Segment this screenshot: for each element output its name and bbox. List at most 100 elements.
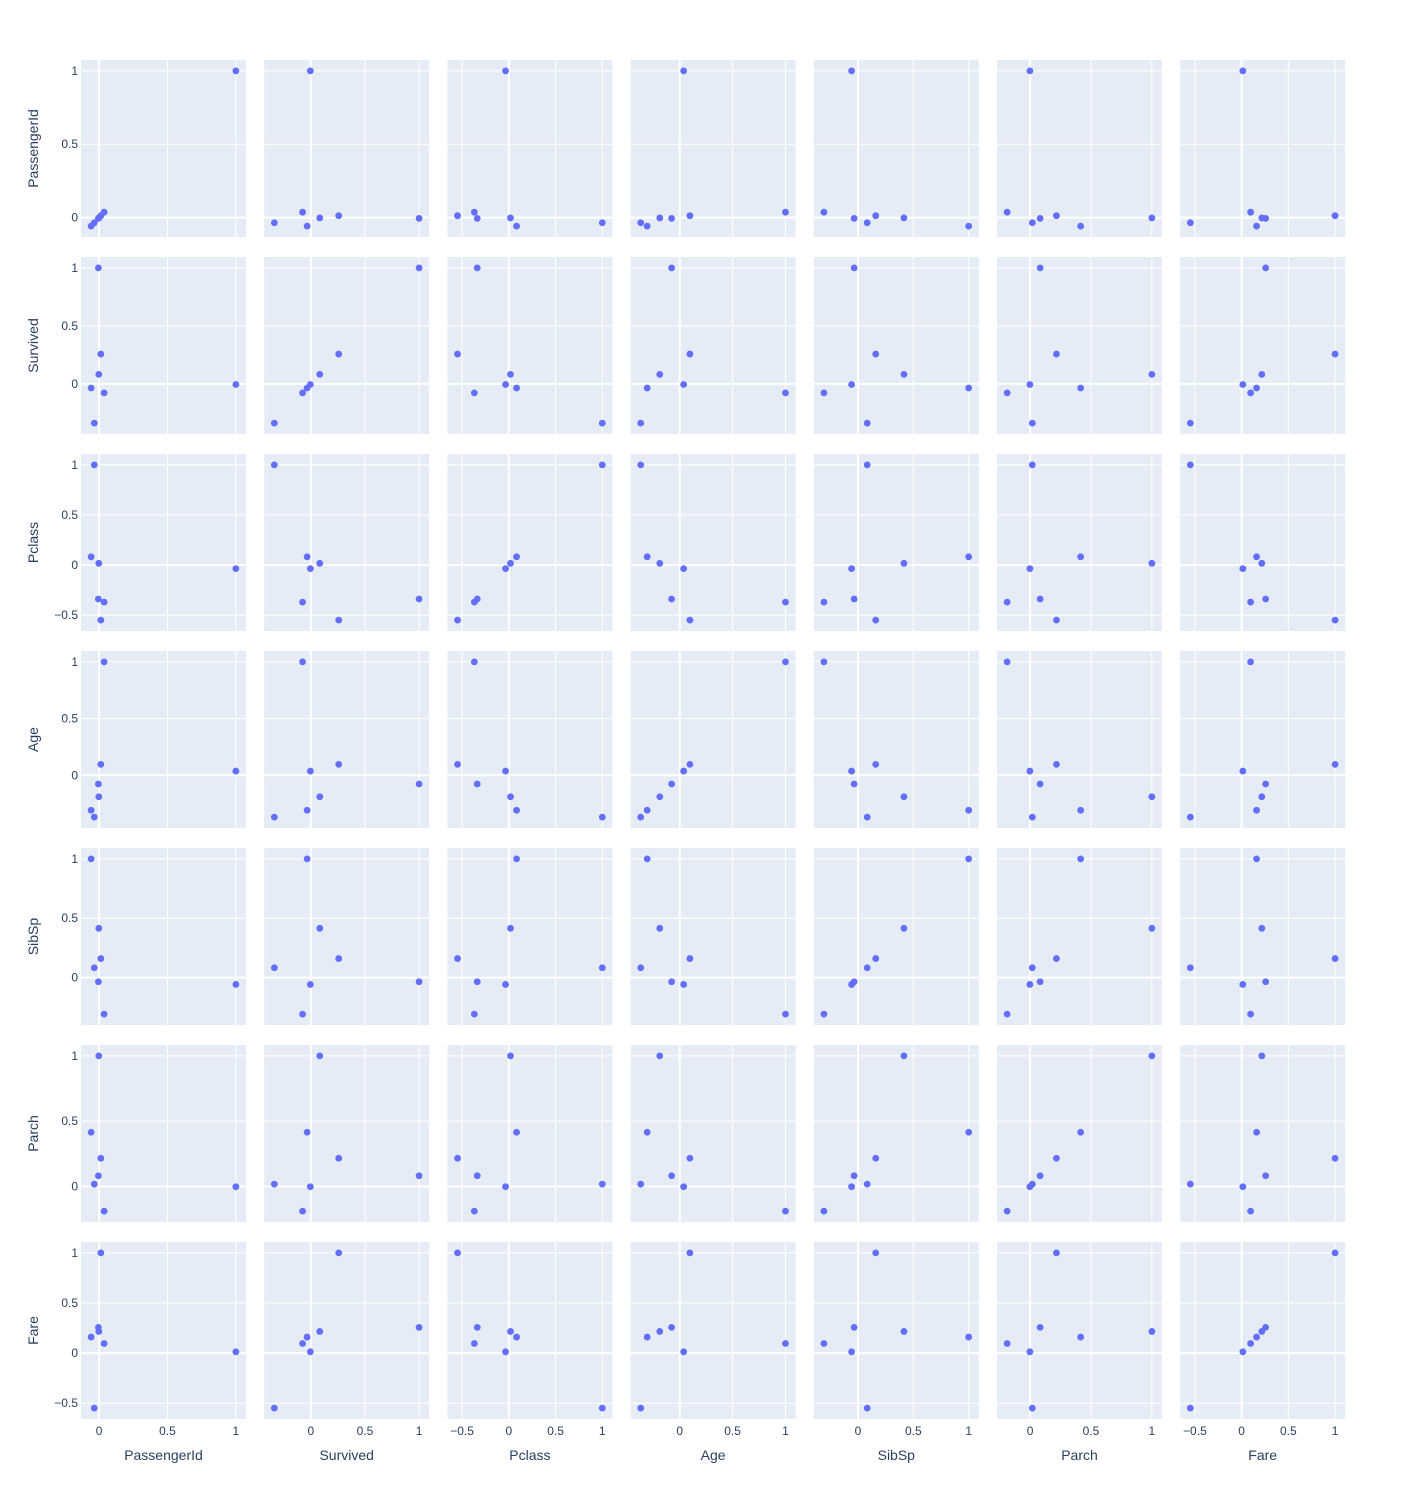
plot-background	[81, 848, 246, 1025]
data-point	[901, 371, 908, 378]
data-point	[1026, 67, 1033, 74]
data-point	[502, 1348, 509, 1355]
data-point	[1004, 1340, 1011, 1347]
subplot-Survived-vs-SibSp	[814, 257, 979, 434]
plot-background	[631, 1045, 796, 1222]
data-point	[1332, 212, 1339, 219]
data-point	[507, 371, 514, 378]
subplot-Survived-vs-Pclass	[447, 257, 612, 434]
data-point	[686, 212, 693, 219]
data-point	[1253, 1129, 1260, 1136]
data-point	[88, 807, 95, 814]
data-point	[1053, 351, 1060, 358]
data-point	[1258, 560, 1265, 567]
plot-background	[447, 257, 612, 434]
data-point	[656, 1328, 663, 1335]
plot-background	[264, 1242, 429, 1419]
data-point	[91, 814, 98, 821]
subplot-SibSp-vs-SibSp	[814, 848, 979, 1025]
plot-background	[814, 651, 979, 828]
data-point	[513, 385, 520, 392]
plot-background	[81, 1242, 246, 1419]
plot-background	[814, 1242, 979, 1419]
data-point	[848, 67, 855, 74]
data-point	[416, 1172, 423, 1179]
data-point	[821, 209, 828, 216]
data-point	[644, 553, 651, 560]
data-point	[872, 351, 879, 358]
data-point	[474, 215, 481, 222]
data-point	[821, 658, 828, 665]
data-point	[1037, 215, 1044, 222]
subplot-Survived-vs-PassengerId	[81, 257, 246, 434]
data-point	[1253, 1334, 1260, 1341]
data-point	[782, 599, 789, 606]
plot-background	[997, 257, 1162, 434]
data-point	[97, 212, 104, 219]
subplot-Pclass-vs-PassengerId	[81, 454, 246, 631]
y-axis-title-Parch: Parch	[25, 1115, 41, 1152]
y-axis-title-Age: Age	[25, 727, 41, 752]
y-tick-label: 1	[71, 458, 78, 472]
data-point	[848, 1183, 855, 1190]
data-point	[782, 389, 789, 396]
data-point	[232, 1183, 239, 1190]
data-point	[1004, 209, 1011, 216]
data-point	[316, 1052, 323, 1059]
plot-background	[1180, 454, 1345, 631]
x-tick-label: 0	[676, 1424, 683, 1438]
data-point	[656, 560, 663, 567]
y-axis-title-Fare: Fare	[25, 1316, 41, 1345]
data-point	[502, 1183, 509, 1190]
data-point	[416, 1324, 423, 1331]
plot-background	[814, 454, 979, 631]
y-tick-label: 1	[71, 852, 78, 866]
data-point	[599, 1181, 606, 1188]
data-point	[471, 1340, 478, 1347]
plot-background	[814, 257, 979, 434]
data-point	[1262, 596, 1269, 603]
data-point	[1262, 781, 1269, 788]
data-point	[88, 1334, 95, 1341]
data-point	[471, 658, 478, 665]
data-point	[1258, 925, 1265, 932]
subplot-Parch-vs-PassengerId	[81, 1045, 246, 1222]
data-point	[1053, 1155, 1060, 1162]
x-tick-label: 0.5	[905, 1424, 922, 1438]
y-axis-title-PassengerId: PassengerId	[25, 109, 41, 188]
data-point	[821, 1011, 828, 1018]
data-point	[1037, 1172, 1044, 1179]
data-point	[1029, 420, 1036, 427]
x-tick-label: 1	[416, 1424, 423, 1438]
data-point	[1026, 981, 1033, 988]
data-point	[782, 1340, 789, 1347]
data-point	[668, 215, 675, 222]
plot-background	[447, 848, 612, 1025]
subplot-Fare-vs-PassengerId	[81, 1242, 246, 1419]
subplot-PassengerId-vs-SibSp	[814, 60, 979, 237]
data-point	[101, 1340, 108, 1347]
subplot-PassengerId-vs-Fare	[1180, 60, 1345, 237]
data-point	[1029, 964, 1036, 971]
data-point	[95, 264, 102, 271]
data-point	[316, 793, 323, 800]
data-point	[304, 807, 311, 814]
data-point	[680, 768, 687, 775]
data-point	[91, 964, 98, 971]
data-point	[1029, 1181, 1036, 1188]
data-point	[299, 599, 306, 606]
plot-background	[264, 60, 429, 237]
plot-background	[264, 1045, 429, 1222]
data-point	[474, 1324, 481, 1331]
subplot-Fare-vs-Age	[631, 1242, 796, 1419]
data-point	[864, 420, 871, 427]
data-point	[1332, 617, 1339, 624]
data-point	[864, 964, 871, 971]
subplot-Survived-vs-Age	[631, 257, 796, 434]
data-point	[644, 855, 651, 862]
data-point	[335, 617, 342, 624]
data-point	[1037, 978, 1044, 985]
data-point	[599, 219, 606, 226]
data-point	[101, 599, 108, 606]
